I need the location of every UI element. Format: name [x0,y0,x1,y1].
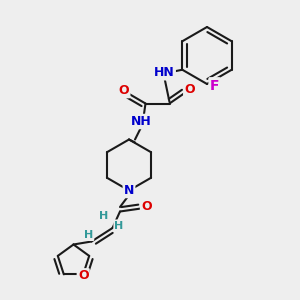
Text: F: F [210,79,219,92]
Text: HN: HN [154,66,175,79]
Text: H: H [84,230,93,240]
Text: N: N [124,184,134,197]
Text: H: H [100,211,109,221]
Text: O: O [141,200,152,214]
Text: NH: NH [130,115,152,128]
Text: O: O [78,269,88,282]
Text: H: H [115,220,124,231]
Text: O: O [184,83,195,96]
Text: O: O [118,84,129,97]
